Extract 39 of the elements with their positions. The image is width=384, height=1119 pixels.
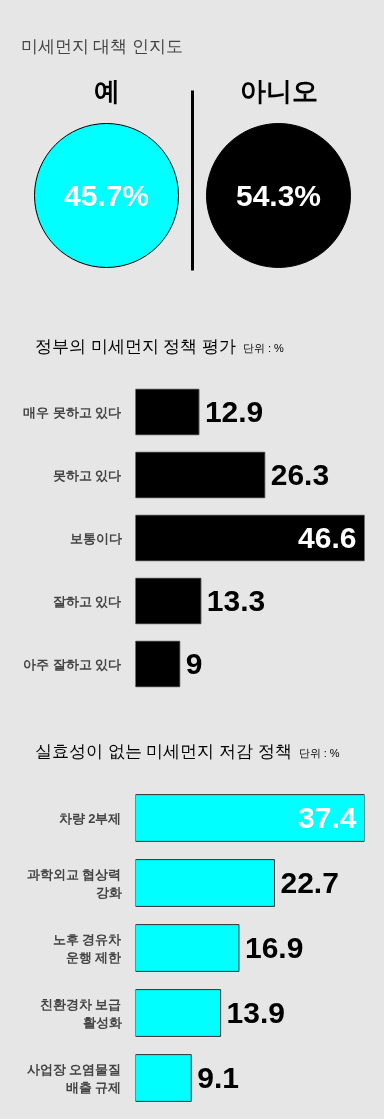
data-label: 12.9 (204, 395, 264, 428)
bar (135, 1054, 192, 1102)
y-tick-label: 사업장 오염물질 배출 규제 (26, 1061, 122, 1095)
y-tick-label: 노후 경유차 운행 제한 (52, 931, 122, 965)
category-label: 예 (93, 75, 120, 106)
data-label: 37.4 (298, 801, 357, 834)
data-label: 9.1 (197, 1061, 239, 1094)
y-tick-label: 보통이다 (69, 530, 122, 546)
chart-title: 실효성이 없는 미세먼지 저감 정책 (35, 742, 292, 761)
chart-subtitle: 단위 : % (298, 747, 340, 759)
data-label: 22.7 (280, 866, 339, 899)
data-label: 9 (185, 647, 203, 680)
y-tick-label: 과학외교 협상력 강화 (26, 866, 122, 900)
y-tick-label: 친환경차 보급 활성화 (39, 996, 122, 1030)
data-label: 54.3% (235, 179, 322, 212)
bar (135, 640, 181, 688)
data-label: 45.7% (63, 179, 150, 212)
y-tick-label: 차량 2부제 (58, 810, 122, 826)
data-label: 16.9 (244, 931, 304, 964)
chart-subtitle: 단위 : % (242, 342, 284, 354)
y-tick-label: 매우 못하고 있다 (23, 404, 122, 420)
bar (135, 514, 365, 562)
y-tick-label: 못하고 있다 (52, 467, 122, 483)
bar (135, 794, 365, 842)
bar (135, 924, 240, 972)
chart-title: 정부의 미세먼지 정책 평가 (35, 337, 237, 356)
y-tick-label: 잘하고 있다 (52, 593, 122, 609)
bar (135, 451, 266, 499)
data-label: 13.9 (226, 996, 285, 1029)
category-label: 아니오 (239, 75, 318, 106)
y-tick-label: 아주 잘하고 있다 (23, 656, 122, 672)
data-label: 46.6 (298, 521, 357, 554)
bar (135, 388, 200, 436)
bar (135, 989, 222, 1037)
data-label: 26.3 (270, 458, 330, 491)
data-label: 13.3 (206, 584, 266, 617)
bar (135, 577, 202, 625)
text: 미세먼지 대책 인지도 (20, 36, 183, 56)
bar (135, 859, 275, 907)
